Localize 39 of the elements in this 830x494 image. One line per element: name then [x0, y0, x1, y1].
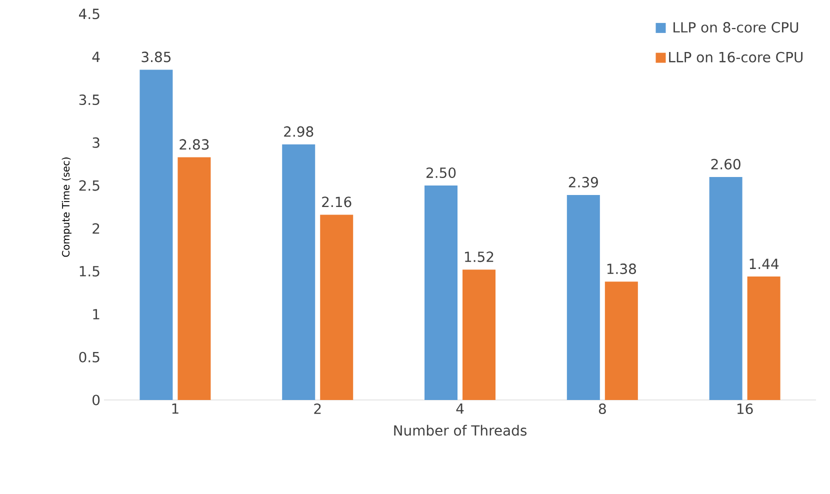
y-tick-label: 0	[92, 394, 100, 406]
x-tick-label: 8	[598, 404, 606, 414]
legend-label: LLP on 8-core CPU	[674, 22, 798, 33]
data-label: 2.39	[568, 176, 598, 188]
data-label: 2.98	[284, 126, 314, 137]
x-axis-title: Number of Threads	[394, 424, 527, 436]
bar	[709, 176, 742, 400]
bar	[140, 70, 173, 400]
y-tick-label: 1.5	[80, 266, 100, 277]
bar	[566, 194, 600, 400]
y-tick-label: 1	[93, 309, 100, 320]
x-tick-label: 1	[172, 404, 178, 414]
y-tick-label: 0.5	[79, 352, 100, 362]
bar	[424, 186, 458, 400]
y-tick-label: 3.5	[79, 94, 100, 106]
bar	[178, 157, 211, 400]
data-label: 2.16	[322, 196, 352, 208]
data-label: 2.83	[180, 139, 209, 150]
y-tick-label: 4.5	[78, 8, 100, 20]
legend-label: LLP on 16-core CPU	[669, 52, 802, 62]
x-tick-label: 16	[737, 404, 753, 414]
y-axis-title: Compute Time (sec)	[62, 157, 72, 257]
data-label: 2.60	[711, 158, 740, 170]
bar	[747, 276, 780, 400]
y-tick-label: 4	[92, 52, 100, 62]
data-label: 1.44	[750, 258, 779, 269]
x-tick-label: 4	[456, 404, 464, 414]
bar	[320, 214, 354, 400]
data-label: 2.50	[426, 167, 456, 178]
y-tick-label: 2.5	[79, 180, 100, 191]
data-label: 3.85	[142, 52, 171, 62]
y-tick-label: 2	[92, 223, 100, 234]
bar	[604, 282, 638, 400]
bar	[282, 144, 316, 400]
data-label: 1.52	[465, 252, 494, 262]
data-label: 1.38	[607, 264, 636, 274]
y-tick-label: 3	[92, 137, 100, 148]
x-tick-label: 2	[314, 404, 321, 414]
bar	[462, 270, 496, 400]
